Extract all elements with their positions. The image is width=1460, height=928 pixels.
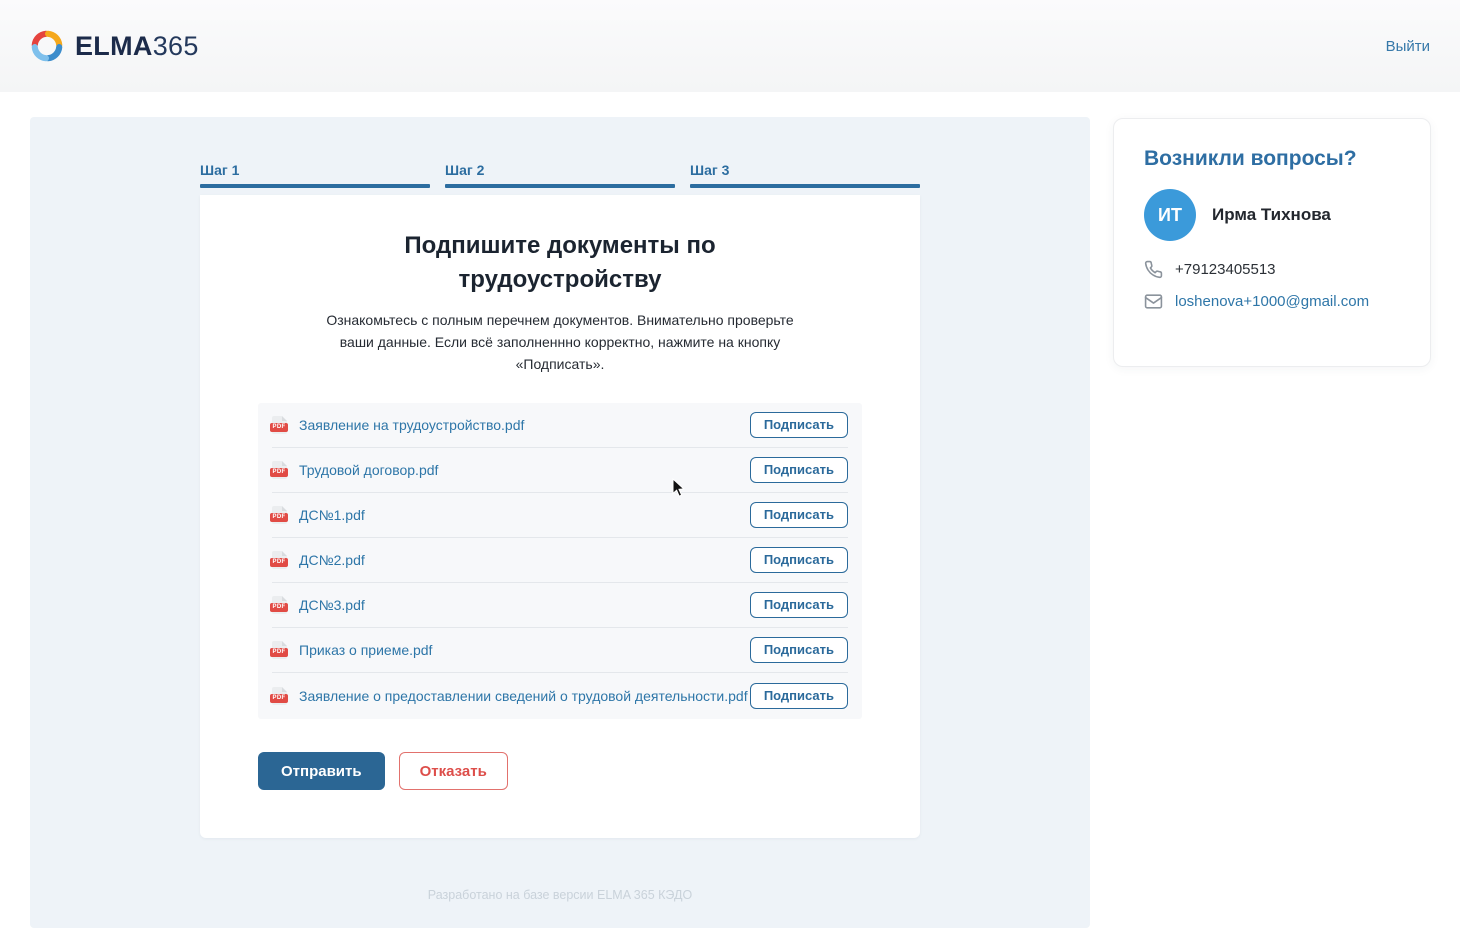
pdf-file-icon: PDF xyxy=(270,506,288,525)
logo-text: ELMA365 xyxy=(75,31,199,62)
sign-documents-card: Подпишите документы по трудоустройству О… xyxy=(200,195,920,838)
contact-phone-row: +79123405513 xyxy=(1144,260,1400,279)
contact-card-title: Возникли вопросы? xyxy=(1144,147,1357,170)
version-footer: Разработано на базе версии ELMA 365 КЭДО xyxy=(427,888,693,902)
pdf-file-icon: PDF xyxy=(270,416,288,435)
pdf-file-icon: PDF xyxy=(270,551,288,570)
step-1-label: Шаг 1 xyxy=(200,162,240,178)
contact-email-row: loshenova+1000@gmail.com xyxy=(1144,292,1400,311)
document-row: PDF Заявление о предоставлении сведений … xyxy=(270,673,848,719)
pdf-badge: PDF xyxy=(270,603,288,613)
contact-email-link[interactable]: loshenova+1000@gmail.com xyxy=(1175,293,1370,310)
step-3-bar xyxy=(690,184,920,188)
pdf-badge: PDF xyxy=(270,694,288,704)
elma365-logo: ELMA365 xyxy=(30,29,199,63)
document-row: PDF Трудовой договор.pdf Подписать xyxy=(270,448,848,494)
submit-button[interactable]: Отправить xyxy=(258,752,385,791)
document-link[interactable]: Трудовой договор.pdf xyxy=(299,462,439,479)
mouse-cursor-icon xyxy=(672,477,686,503)
document-link[interactable]: ДС№3.pdf xyxy=(299,597,365,614)
pdf-badge: PDF xyxy=(270,648,288,658)
elma365-logo-icon xyxy=(30,29,64,63)
sign-document-button[interactable]: Подписать xyxy=(749,457,848,484)
document-row: PDF ДС№3.pdf Подписать xyxy=(270,583,848,629)
sign-document-button[interactable]: Подписать xyxy=(749,683,848,710)
document-link[interactable]: Приказ о приеме.pdf xyxy=(299,642,433,659)
contact-person: ИТ Ирма Тихнова xyxy=(1144,189,1400,241)
step-2-bar xyxy=(445,184,675,188)
document-link[interactable]: Заявление о предоставлении сведений о тр… xyxy=(299,688,748,705)
page-title: Подпишите документы по трудоустройству xyxy=(404,232,716,293)
document-list: PDF Заявление на трудоустройство.pdf Под… xyxy=(258,403,862,720)
pdf-file-icon: PDF xyxy=(270,596,288,615)
pdf-badge: PDF xyxy=(270,468,288,478)
main-panel: Шаг 1 Шаг 2 Шаг 3 Подпишите документы по… xyxy=(30,117,1090,928)
page-description: Ознакомьтесь с полным перечнем документо… xyxy=(326,312,794,372)
step-3-label: Шаг 3 xyxy=(690,162,730,178)
pdf-file-icon: PDF xyxy=(270,461,288,480)
document-row: PDF ДС№1.pdf Подписать xyxy=(270,493,848,539)
pdf-file-icon: PDF xyxy=(270,641,288,660)
sign-document-button[interactable]: Подписать xyxy=(749,502,848,529)
document-row: PDF ДС№2.pdf Подписать xyxy=(270,538,848,584)
step-2-label: Шаг 2 xyxy=(445,162,485,178)
logout-link[interactable]: Выйти xyxy=(1385,37,1430,55)
envelope-icon xyxy=(1144,292,1163,311)
pdf-badge: PDF xyxy=(270,423,288,433)
sign-document-button[interactable]: Подписать xyxy=(749,547,848,574)
document-row: PDF Приказ о приеме.pdf Подписать xyxy=(270,628,848,674)
contact-card: Возникли вопросы? ИТ Ирма Тихнова +79123… xyxy=(1113,118,1431,367)
avatar: ИТ xyxy=(1144,189,1196,241)
step-1: Шаг 1 xyxy=(200,162,430,188)
form-actions: Отправить Отказать xyxy=(258,752,862,791)
contact-phone: +79123405513 xyxy=(1175,261,1276,278)
logo-suffix: 365 xyxy=(152,30,199,61)
phone-icon xyxy=(1144,260,1163,279)
logo-brand: ELMA xyxy=(75,30,153,61)
contact-name: Ирма Тихнова xyxy=(1212,205,1331,224)
document-row: PDF Заявление на трудоустройство.pdf Под… xyxy=(270,403,848,449)
sign-document-button[interactable]: Подписать xyxy=(749,412,848,439)
sign-document-button[interactable]: Подписать xyxy=(749,592,848,619)
decline-button[interactable]: Отказать xyxy=(398,752,508,791)
pdf-file-icon: PDF xyxy=(270,687,288,706)
document-link[interactable]: ДС№1.pdf xyxy=(299,507,365,524)
pdf-badge: PDF xyxy=(270,558,288,568)
step-2: Шаг 2 xyxy=(445,162,675,188)
document-link[interactable]: ДС№2.pdf xyxy=(299,552,365,569)
pdf-badge: PDF xyxy=(270,513,288,523)
steps-progress: Шаг 1 Шаг 2 Шаг 3 xyxy=(200,162,920,188)
sign-document-button[interactable]: Подписать xyxy=(749,637,848,664)
step-3: Шаг 3 xyxy=(690,162,920,188)
document-link[interactable]: Заявление на трудоустройство.pdf xyxy=(299,417,525,434)
step-1-bar xyxy=(200,184,430,188)
app-header: ELMA365 Выйти xyxy=(0,0,1460,92)
